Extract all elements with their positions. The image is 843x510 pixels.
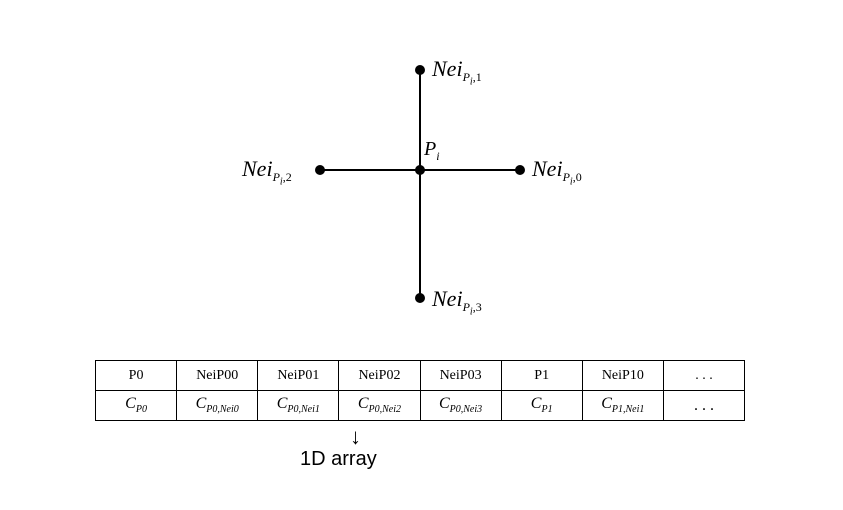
cell-r2-7: . . . [663,391,744,421]
cell-r1-4: NeiP03 [420,361,501,391]
cell-r2-2: CP0,Nei1 [258,391,339,421]
cell-r1-7: . . . [663,361,744,391]
caption-1d-array: 1D array [300,448,377,471]
cell-r2-4: CP0,Nei3 [420,391,501,421]
edge-left [320,169,420,171]
cell-r1-1: NeiP00 [177,361,258,391]
cell-r2-3: CP0,Nei2 [339,391,420,421]
cell-r2-1: CP0,Nei0 [177,391,258,421]
table-row-values: CP0 CP0,Nei0 CP0,Nei1 CP0,Nei2 CP0,Nei3 … [96,391,745,421]
cell-r1-6: NeiP10 [582,361,663,391]
label-nei-1: NeiPi,1 [432,56,482,88]
cell-r1-5: P1 [501,361,582,391]
edge-down [419,170,421,298]
label-nei-0: NeiPi,0 [532,156,582,188]
node-top [415,65,425,75]
edge-right [420,169,520,171]
cell-r2-5: CP1 [501,391,582,421]
array-table: P0 NeiP00 NeiP01 NeiP02 NeiP03 P1 NeiP10… [95,360,745,421]
node-bottom [415,293,425,303]
cell-r1-3: NeiP02 [339,361,420,391]
cell-r1-0: P0 [96,361,177,391]
label-center: Pi [424,138,440,164]
edge-up [419,70,421,170]
cell-r2-0: CP0 [96,391,177,421]
cell-r1-2: NeiP01 [258,361,339,391]
down-arrow-icon: ↓ [350,424,361,450]
cell-r2-6: CP1,Nei1 [582,391,663,421]
table-row-labels: P0 NeiP00 NeiP01 NeiP02 NeiP03 P1 NeiP10… [96,361,745,391]
label-nei-3: NeiPi,3 [432,286,482,318]
node-left [315,165,325,175]
node-center [415,165,425,175]
label-nei-2: NeiPi,2 [242,156,292,188]
neighbor-cross-diagram: Pi NeiPi,0 NeiPi,1 NeiPi,2 NeiPi,3 [180,30,660,330]
node-right [515,165,525,175]
